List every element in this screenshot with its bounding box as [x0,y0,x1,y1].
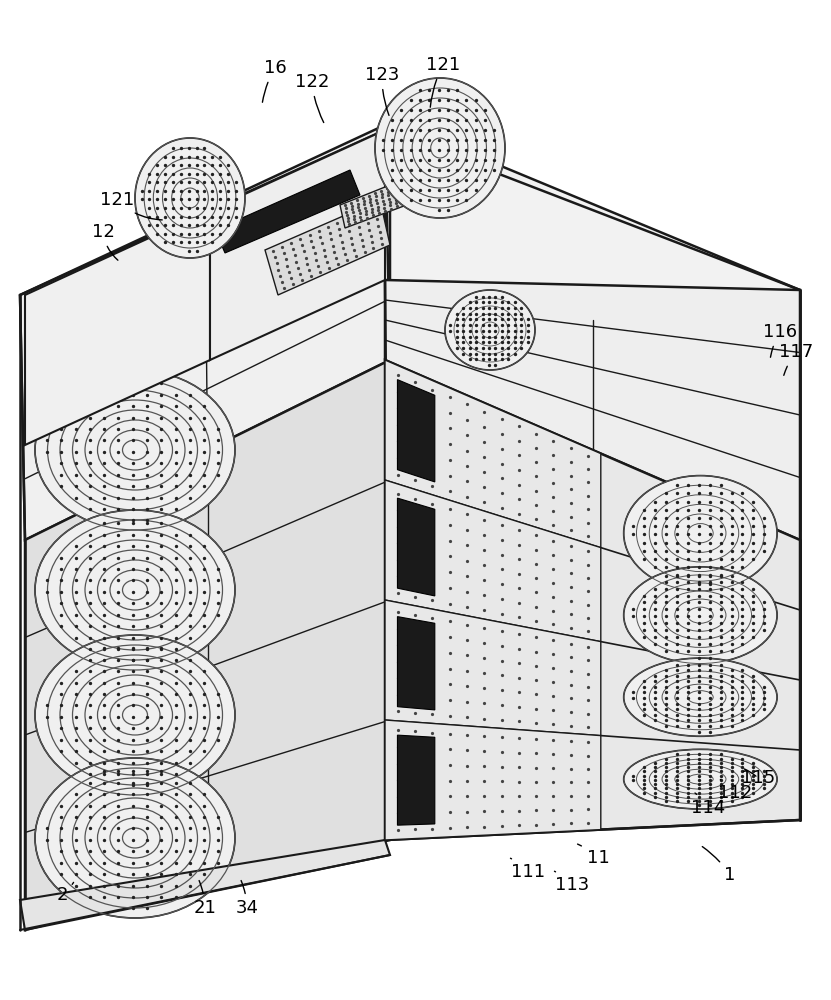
Polygon shape [385,720,601,840]
Text: 117: 117 [779,343,813,375]
Text: 16: 16 [263,59,287,102]
Polygon shape [385,360,800,840]
Text: 122: 122 [295,73,329,123]
Polygon shape [397,380,435,482]
Polygon shape [385,600,601,736]
Polygon shape [210,130,385,360]
Text: 11: 11 [578,844,609,867]
Ellipse shape [624,749,777,809]
Polygon shape [20,840,390,930]
Text: 114: 114 [691,793,725,817]
Text: 115: 115 [741,769,775,787]
Ellipse shape [624,567,777,664]
Polygon shape [340,175,420,228]
Ellipse shape [624,658,777,736]
Text: 34: 34 [235,881,258,917]
Polygon shape [265,200,390,295]
Text: 111: 111 [510,858,545,881]
Text: 1: 1 [702,847,735,884]
Text: 121: 121 [425,56,460,107]
Polygon shape [397,498,435,596]
Ellipse shape [35,635,235,795]
Text: 2: 2 [57,882,74,904]
Ellipse shape [35,758,235,918]
Text: 21: 21 [194,881,216,917]
Polygon shape [385,280,800,540]
Ellipse shape [135,138,245,258]
Polygon shape [385,360,601,548]
Polygon shape [390,120,800,530]
Ellipse shape [624,476,777,591]
Text: 116: 116 [763,323,797,357]
Text: 12: 12 [91,223,118,260]
Text: 113: 113 [554,871,589,894]
Ellipse shape [35,510,235,670]
Text: 123: 123 [365,66,399,115]
Polygon shape [397,735,435,825]
Polygon shape [385,480,601,642]
Polygon shape [25,360,390,930]
Polygon shape [25,210,210,445]
Polygon shape [20,125,390,540]
Polygon shape [397,617,435,710]
Ellipse shape [375,78,505,218]
Text: 112: 112 [718,779,752,802]
Polygon shape [215,170,360,253]
Ellipse shape [35,370,235,530]
Text: 121: 121 [100,191,162,220]
Ellipse shape [445,290,535,370]
